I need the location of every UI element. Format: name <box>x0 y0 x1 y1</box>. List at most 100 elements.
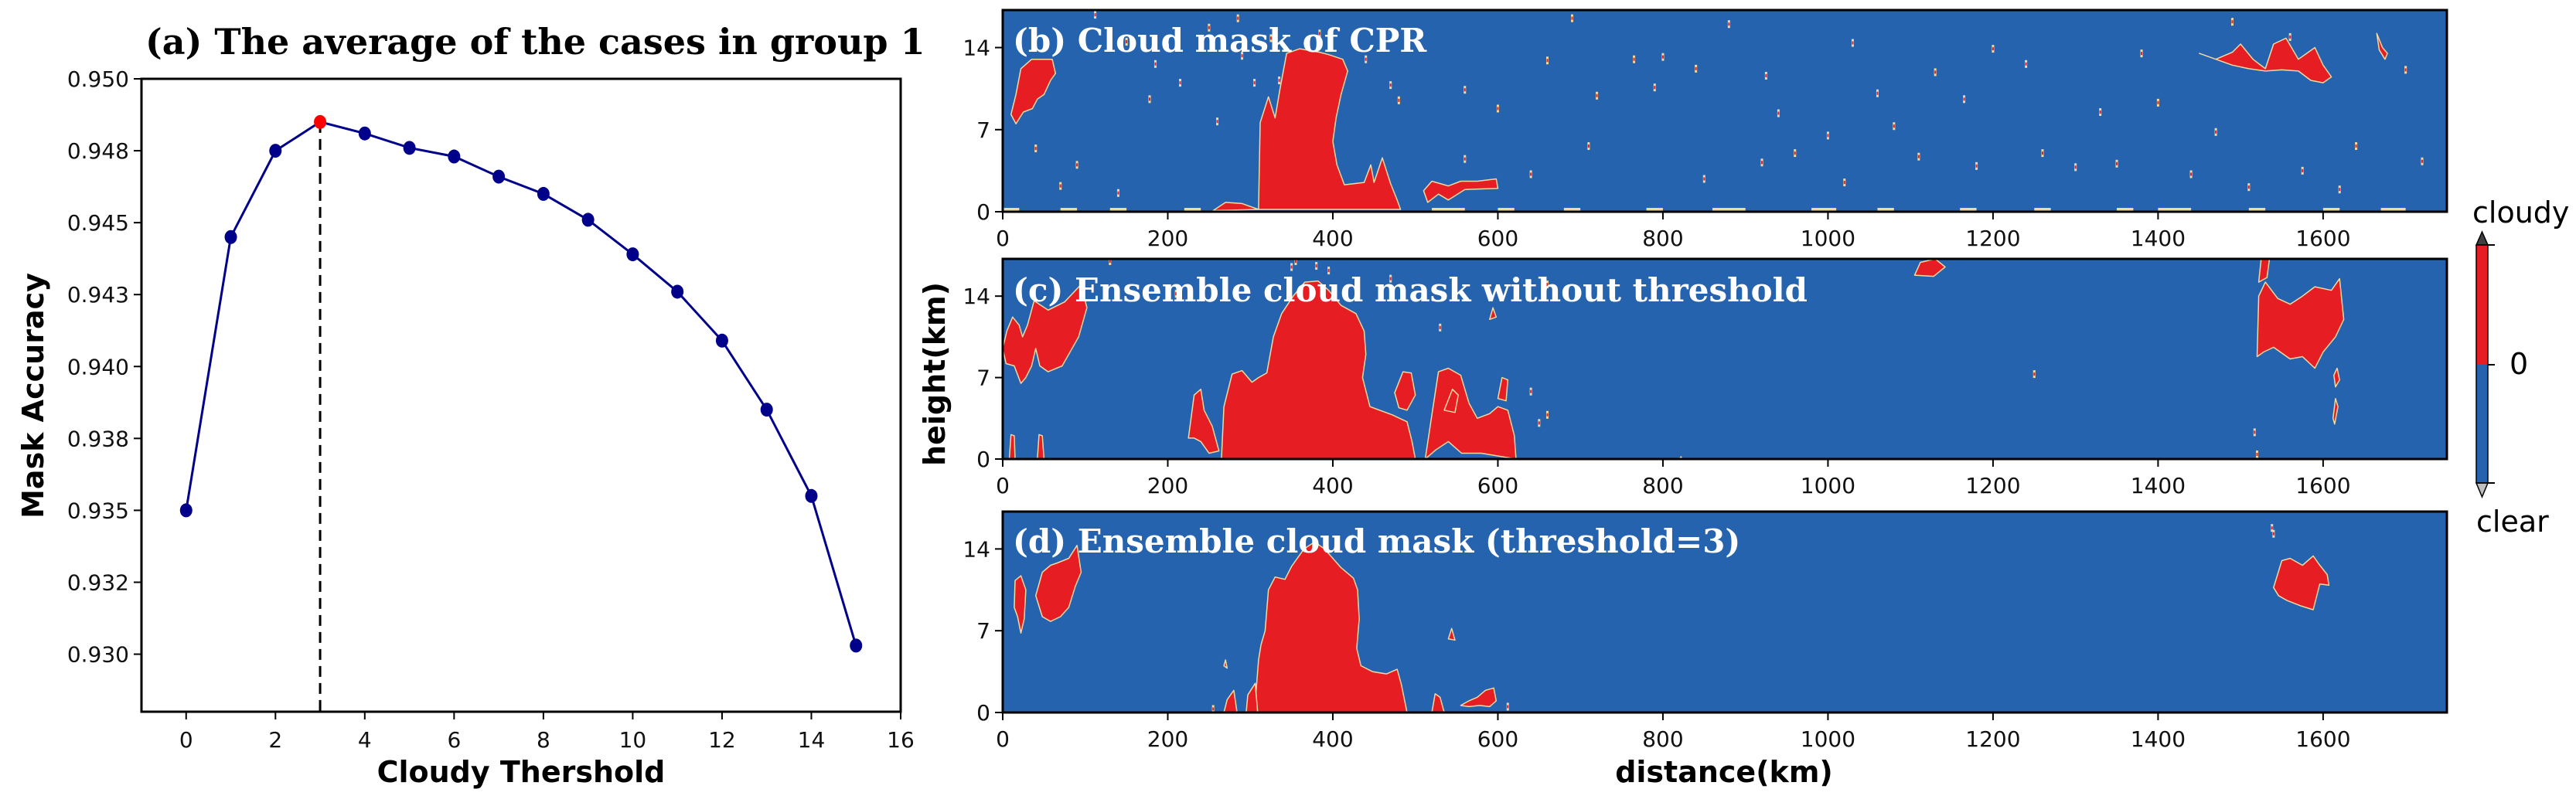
cloud-region <box>1423 178 1499 203</box>
cloud-region <box>1447 627 1456 641</box>
y-tick-label: 0.938 <box>67 426 129 451</box>
data-point-marker <box>358 126 371 141</box>
cloud-region <box>1424 367 1517 459</box>
heatmap-field <box>1003 259 2447 459</box>
cloud-speckle-core <box>1237 16 1239 20</box>
cloud-region <box>1497 376 1509 402</box>
cloud-speckle-core <box>1175 292 1177 296</box>
cloud-speckle-core <box>1327 269 1330 273</box>
data-point-marker <box>269 144 282 158</box>
cloud-speckle-core <box>1546 283 1549 287</box>
surface-clutter <box>2248 208 2266 212</box>
cloud-speckle-core <box>1876 91 1879 95</box>
surface-clutter <box>1960 208 1977 212</box>
cloud-speckle-core <box>2355 145 2357 148</box>
x-tick-label: 1400 <box>2131 226 2186 251</box>
cloud-speckle-core <box>1654 86 1656 90</box>
x-tick-label: 200 <box>1147 473 1188 498</box>
cloud-speckle-core <box>2215 130 2217 134</box>
cloud-speckle-core <box>2421 159 2423 163</box>
x-tick-label: 1600 <box>2295 226 2350 251</box>
cloud-speckle-core <box>1463 88 1466 92</box>
x-tick-label: 400 <box>1312 726 1353 752</box>
surface-clutter <box>1003 208 1020 212</box>
x-tick-label: 600 <box>1477 226 1518 251</box>
cloud-speckle-core <box>1294 260 1297 264</box>
cloud-speckle-core <box>2074 165 2077 169</box>
clear-sky-background <box>1003 10 2447 212</box>
panel-a-y-axis: 0.950 0.948 0.945 0.943 0.940 0.938 0.935 0.932… <box>67 66 141 668</box>
cloud-speckle-core <box>1852 41 1854 45</box>
cloud-region <box>1010 58 1057 124</box>
panel-b-cloud-mask-cpr: 0 7 14 0 200 400 600 800 1000 1200 1400 1600 (b) Cl… <box>963 9 2448 251</box>
cloud-speckle-core <box>1290 265 1293 269</box>
cloud-speckle-core <box>1596 94 1598 97</box>
colorbar-clear-label: clear <box>2476 505 2549 539</box>
surface-clutter <box>2322 208 2340 212</box>
cloud-region <box>1223 689 1238 712</box>
data-point-marker <box>805 488 818 503</box>
cloud-region <box>2376 32 2388 60</box>
x-tick-label: 8 <box>537 727 550 753</box>
x-tick-label: 1000 <box>1801 726 1855 752</box>
cloud-speckle-core <box>1439 325 1441 329</box>
panel-frame <box>1001 257 2448 461</box>
cloud-region <box>1003 284 1088 384</box>
cloud-region <box>1037 434 1045 459</box>
cloud-region <box>1460 687 1498 708</box>
panel-c-title: (c) Ensemble cloud mask without threshol… <box>1013 271 1808 309</box>
cloud-speckle-core <box>1269 36 1272 40</box>
cloud-region <box>2199 37 2332 83</box>
x-tick-label: 800 <box>1642 226 1683 251</box>
data-point-marker <box>403 141 416 155</box>
y-tick-label: 7 <box>976 618 990 644</box>
cloud-speckle-core <box>1109 260 1111 264</box>
colorbar: cloudy 0 clear <box>2472 196 2569 539</box>
cloud-speckle-core <box>1917 155 1920 158</box>
x-tick-label: 12 <box>708 727 736 753</box>
cloud-speckle-core <box>2041 151 2043 155</box>
y-tick-label: 0.935 <box>67 498 129 523</box>
surface-clutter <box>1184 208 1201 212</box>
surface-clutter <box>1646 208 1663 212</box>
cloud-speckle-core <box>1398 98 1400 102</box>
cloud-speckle-core <box>1893 124 1895 128</box>
y-tick-label: 14 <box>963 284 990 309</box>
cloud-speckle-core <box>1389 83 1392 87</box>
panel-b-title: (b) Cloud mask of CPR <box>1013 22 1427 60</box>
cloud-region <box>2273 555 2330 610</box>
cloud-speckle-core <box>1117 191 1119 195</box>
cloud-speckle-core <box>1365 57 1367 61</box>
data-point-marker <box>492 169 506 184</box>
highlight-point-marker <box>314 114 327 129</box>
cloud-speckle-core <box>1777 111 1780 115</box>
cloud-speckle-core <box>2033 372 2036 376</box>
y-tick-label: 7 <box>976 117 990 143</box>
x-tick-label: 4 <box>358 727 372 753</box>
cloud-speckle-core <box>2141 52 2143 56</box>
x-tick-label: 1000 <box>1801 473 1855 498</box>
surface-clutter <box>1498 208 1515 212</box>
cloud-speckle-core <box>2254 430 2256 434</box>
cloud-region <box>1258 48 1402 210</box>
cloud-speckle-core <box>1934 70 1937 74</box>
y-tick-label: 0 <box>976 447 990 472</box>
cloud-region <box>1221 280 1416 459</box>
panel-d-title: (d) Ensemble cloud mask (threshold=3) <box>1013 522 1740 560</box>
cloud-speckle-core <box>1530 389 1532 393</box>
cloud-speckle-core <box>2271 526 2273 530</box>
x-tick-label: 200 <box>1147 226 1188 251</box>
cloud-speckle-core <box>1216 120 1218 124</box>
cloud-speckle-core <box>1761 161 1763 165</box>
surface-clutter <box>1811 208 1837 212</box>
y-tick-label: 0.930 <box>67 642 129 668</box>
panel-a-x-label: Cloudy Thershold <box>377 755 666 789</box>
data-point-marker <box>179 503 193 518</box>
cloud-speckle-core <box>1212 707 1215 711</box>
x-tick-label: 600 <box>1477 726 1518 752</box>
cloud-speckle-core <box>1546 413 1549 417</box>
cloud-region <box>1394 371 1416 411</box>
surface-clutter <box>1712 208 1746 212</box>
y-tick-label: 0 <box>976 700 990 726</box>
cloud-region <box>2256 277 2345 369</box>
